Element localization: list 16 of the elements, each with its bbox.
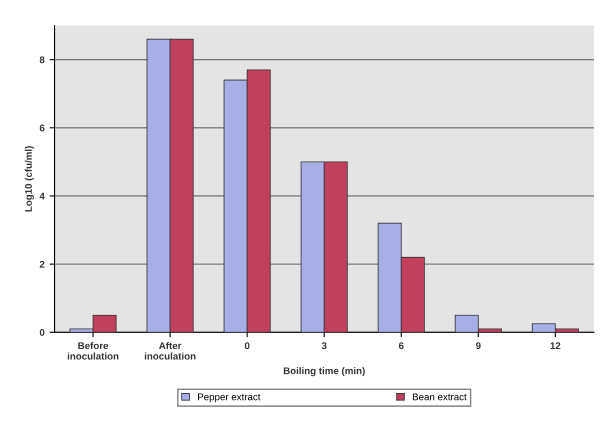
legend-label: Bean extract	[412, 394, 467, 400]
y-tick-label: 0	[40, 329, 44, 336]
x-tick-label: 6	[398, 342, 404, 350]
x-tick-label: 3	[322, 342, 327, 350]
x-tick-label: 0	[244, 342, 250, 350]
y-tick-label: 4	[40, 192, 45, 200]
x-tick-label: Before inoculation	[68, 342, 118, 360]
y-tick-label: 2	[40, 260, 44, 268]
x-tick-label: After inoculation	[144, 342, 196, 360]
y-axis-title: Log10 (cfu/ml)	[24, 146, 34, 212]
y-tick-label: 8	[40, 56, 45, 64]
x-axis-title: Boiling time (min)	[284, 367, 365, 376]
y-tick-label: 6	[40, 124, 44, 132]
x-tick-label: 12	[550, 342, 560, 350]
legend-label: Pepper extract	[198, 394, 260, 402]
x-tick-label: 9	[476, 342, 481, 350]
